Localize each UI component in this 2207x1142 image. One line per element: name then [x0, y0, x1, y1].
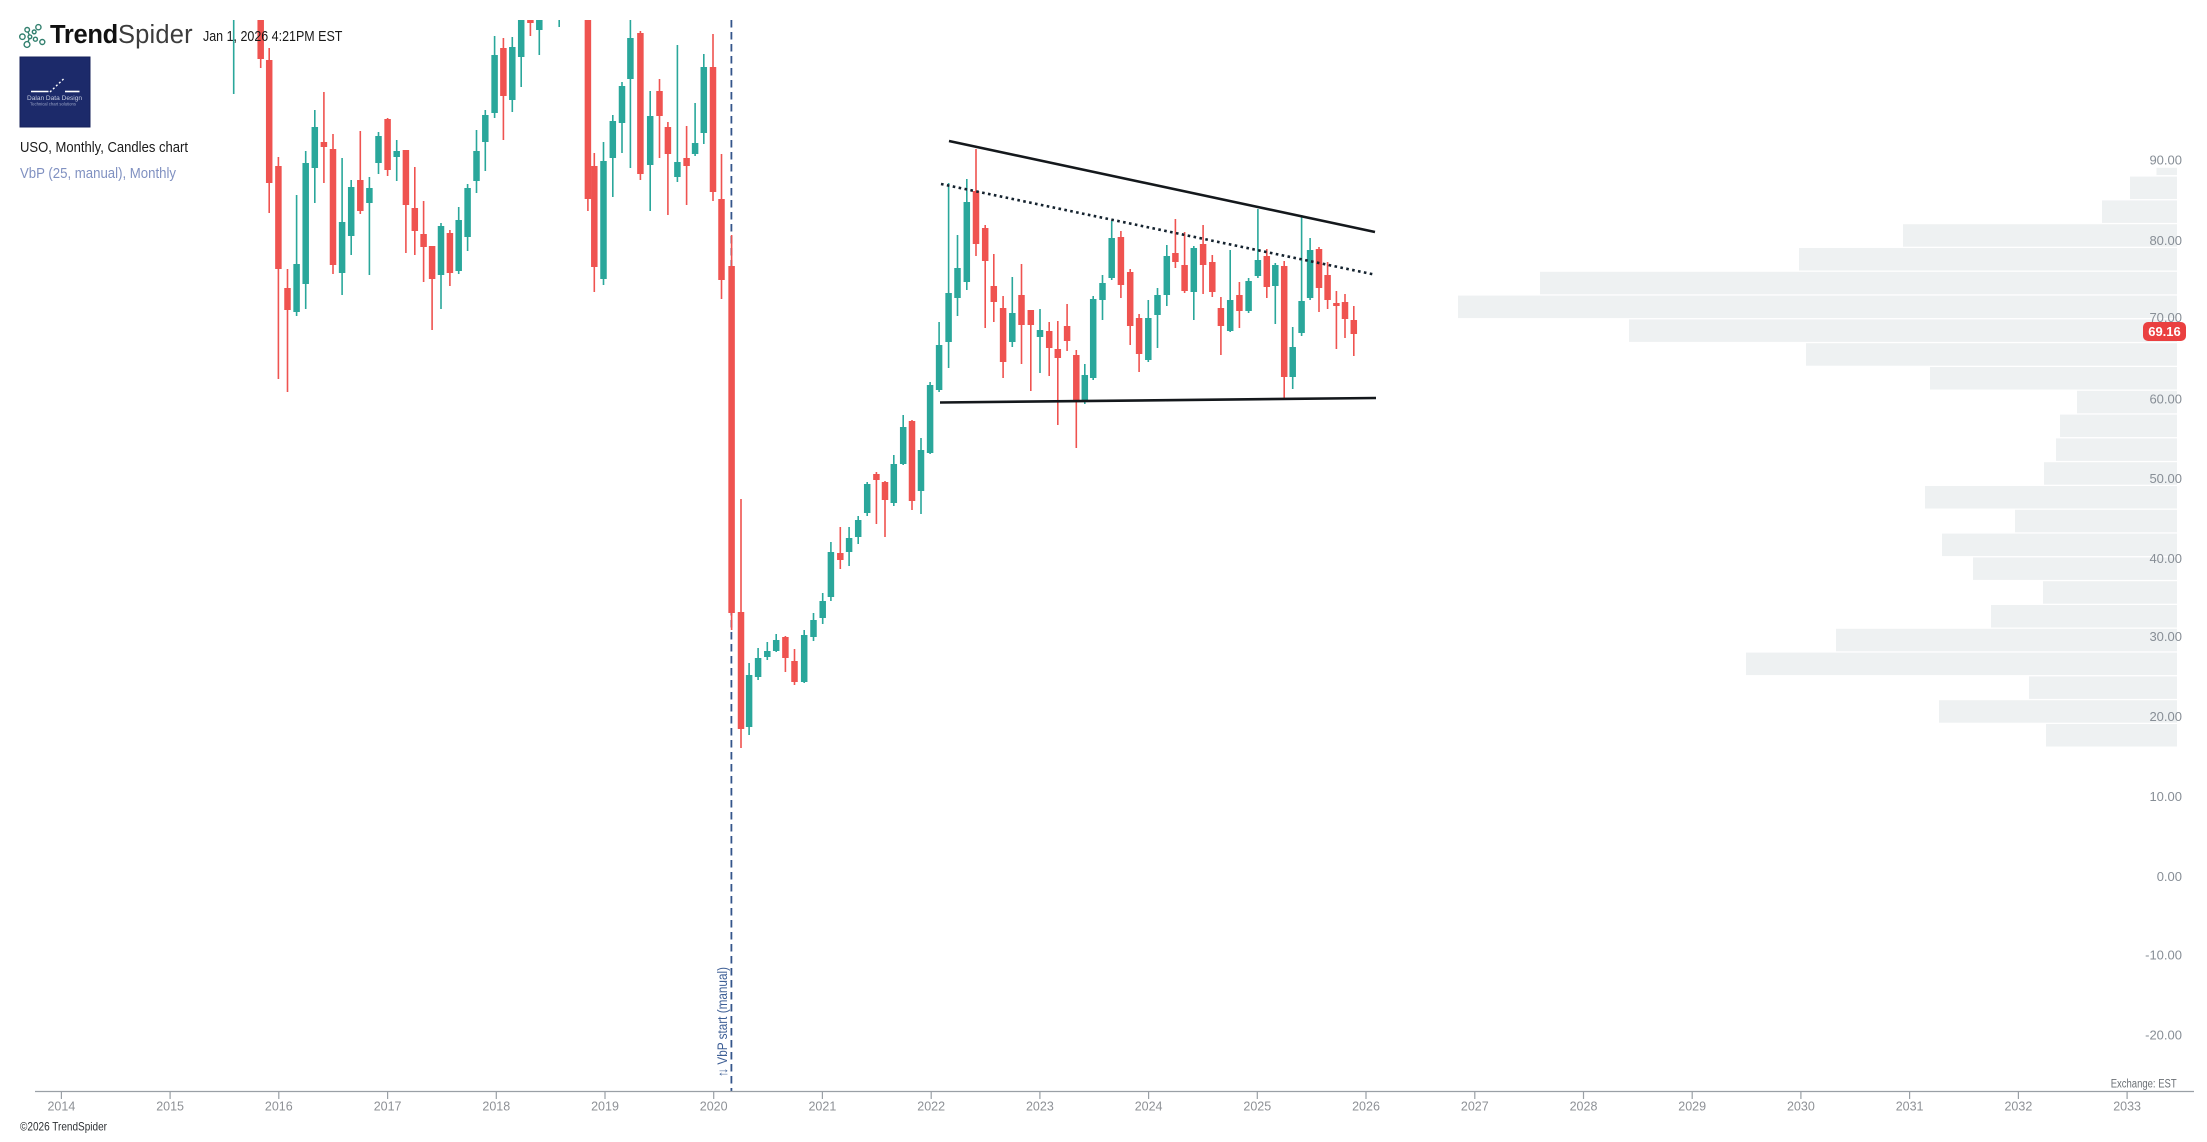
svg-text:Exchange: EST: Exchange: EST — [2111, 1079, 2177, 1091]
svg-text:2024: 2024 — [1135, 1099, 1163, 1113]
svg-text:USO, Monthly, Candles chart: USO, Monthly, Candles chart — [20, 139, 189, 156]
svg-text:2014: 2014 — [47, 1099, 75, 1113]
svg-text:2018: 2018 — [482, 1099, 510, 1113]
svg-text:Jan 1, 2026 4:21PM EST: Jan 1, 2026 4:21PM EST — [203, 28, 342, 45]
svg-text:2015: 2015 — [156, 1099, 184, 1113]
svg-text:50.00: 50.00 — [2149, 471, 2182, 486]
svg-text:-20.00: -20.00 — [2145, 1027, 2182, 1042]
svg-text:80.00: 80.00 — [2149, 233, 2182, 248]
svg-text:10.00: 10.00 — [2149, 789, 2182, 804]
svg-text:90.00: 90.00 — [2149, 153, 2182, 168]
svg-text:2021: 2021 — [808, 1099, 836, 1113]
svg-text:2016: 2016 — [265, 1099, 293, 1113]
svg-text:2030: 2030 — [1787, 1099, 1815, 1113]
svg-text:2028: 2028 — [1570, 1099, 1598, 1113]
svg-text:2017: 2017 — [374, 1099, 402, 1113]
svg-text:0.00: 0.00 — [2157, 869, 2182, 884]
svg-text:70.00: 70.00 — [2149, 310, 2182, 325]
svg-text:↑↓ VbP start (manual): ↑↓ VbP start (manual) — [715, 967, 730, 1077]
svg-text:VbP (25, manual), Monthly: VbP (25, manual), Monthly — [20, 165, 176, 182]
svg-text:Dalan Data Design: Dalan Data Design — [27, 96, 82, 102]
svg-text:2020: 2020 — [700, 1099, 728, 1113]
svg-text:TrendSpider: TrendSpider — [50, 21, 193, 49]
svg-text:60.00: 60.00 — [2149, 392, 2182, 407]
svg-text:30.00: 30.00 — [2149, 629, 2182, 644]
svg-text:©2026 TrendSpider: ©2026 TrendSpider — [20, 1120, 107, 1134]
svg-text:40.00: 40.00 — [2149, 551, 2182, 566]
svg-text:2025: 2025 — [1243, 1099, 1271, 1113]
svg-text:2023: 2023 — [1026, 1099, 1054, 1113]
svg-text:69.16: 69.16 — [2148, 324, 2181, 339]
svg-text:2026: 2026 — [1352, 1099, 1380, 1113]
svg-text:2032: 2032 — [2004, 1099, 2032, 1113]
svg-text:2022: 2022 — [917, 1099, 945, 1113]
svg-text:2031: 2031 — [1896, 1099, 1924, 1113]
svg-text:2029: 2029 — [1678, 1099, 1706, 1113]
svg-text:Technical chart solutions: Technical chart solutions — [30, 102, 77, 107]
svg-text:2033: 2033 — [2113, 1099, 2141, 1113]
svg-text:2019: 2019 — [591, 1099, 619, 1113]
svg-text:2027: 2027 — [1461, 1099, 1489, 1113]
svg-text:-10.00: -10.00 — [2145, 947, 2182, 962]
svg-text:20.00: 20.00 — [2149, 709, 2182, 724]
